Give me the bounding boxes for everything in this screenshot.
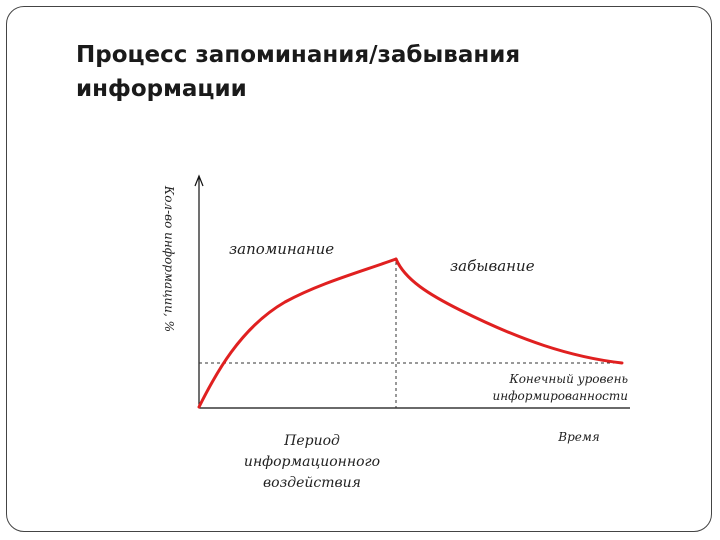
x-axis-label: Время [557,430,600,444]
exposure-label-2: информационного [244,454,380,470]
forgetting-curve [394,257,624,365]
forgetting-label: забывание [450,257,535,275]
title-line-1: Процесс запоминания/забывания [76,42,521,68]
slide-frame [6,6,712,532]
title-line-2: информации [76,76,247,102]
memorization-curve [197,257,398,409]
exposure-label-1: Период [283,433,340,449]
final-level-label-2: информированности [492,389,628,403]
memorization-label: запоминание [229,240,334,258]
final-level-label-1: Конечный уровень [508,372,628,386]
exposure-label-3: воздействия [263,475,361,491]
y-axis-arrow-icon [194,174,204,187]
slide-title: Процесс запоминания/забывания информации [76,38,636,106]
